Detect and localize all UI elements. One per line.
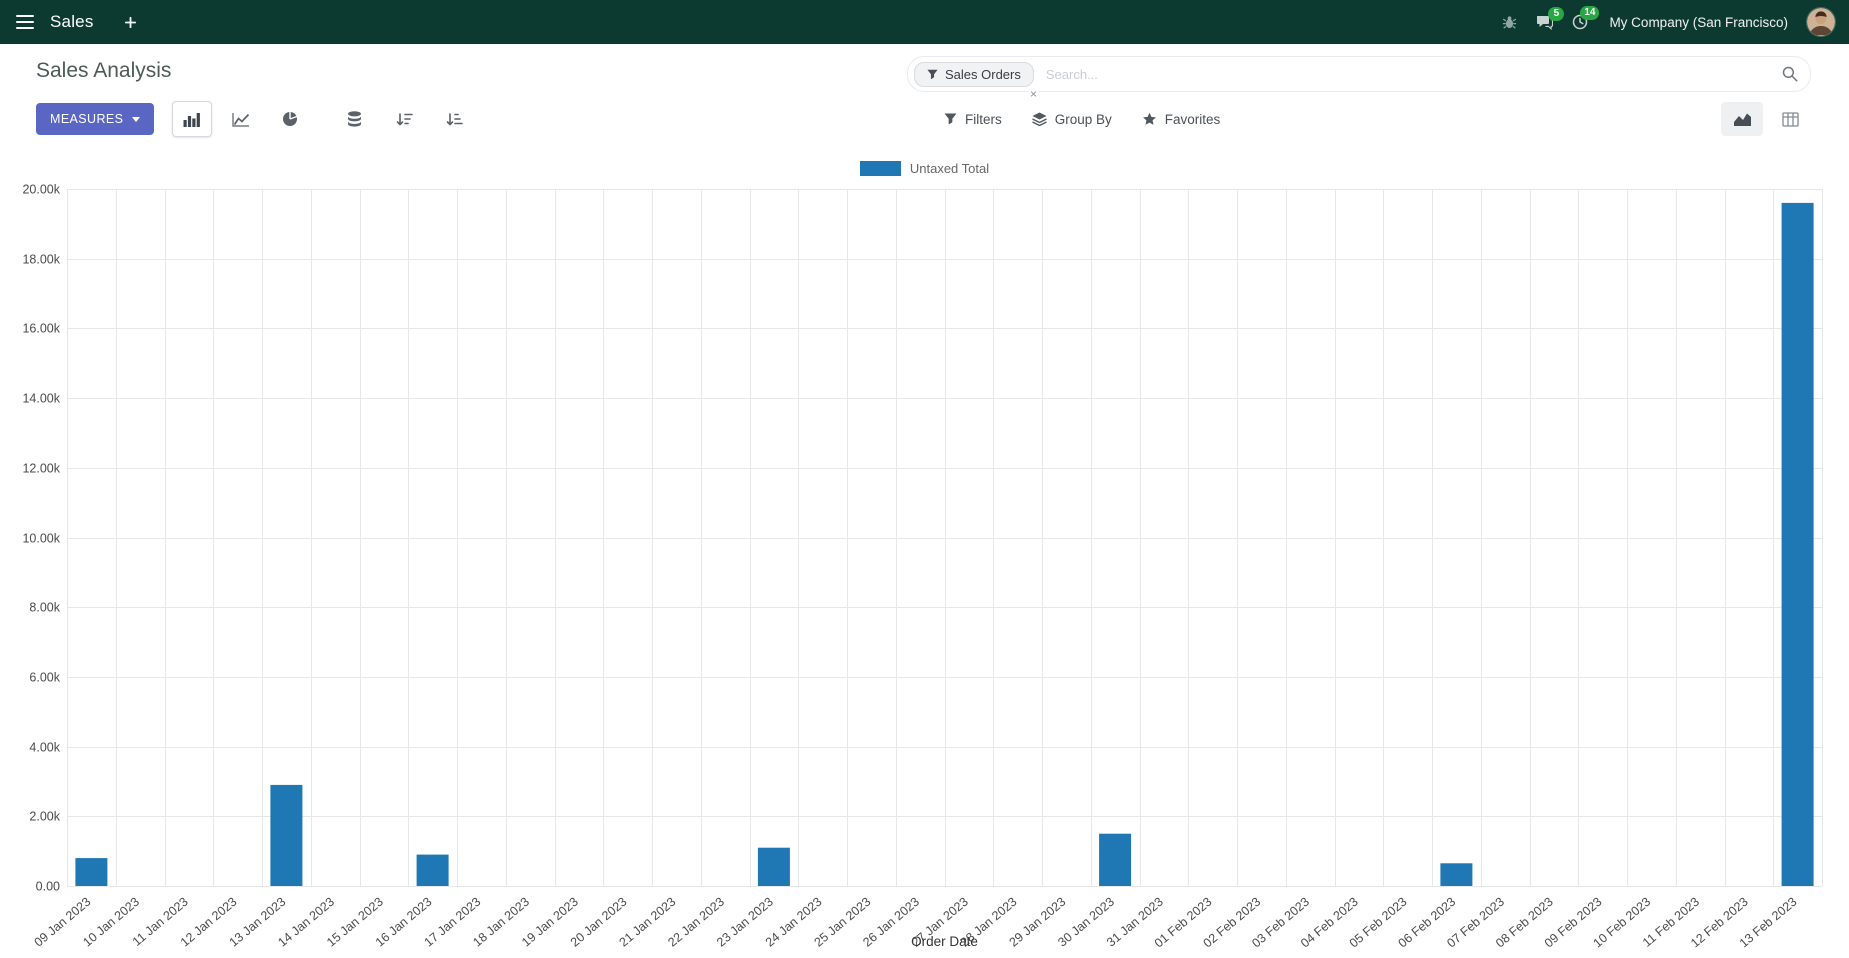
bar[interactable] (757, 847, 790, 886)
sort-amount-desc-icon (396, 112, 413, 125)
filter-icon (927, 69, 938, 79)
legend-swatch (859, 160, 901, 176)
y-tick-label: 2.00k (29, 810, 60, 824)
group-by-label: Group By (1054, 111, 1112, 127)
y-tick-label: 4.00k (29, 741, 60, 755)
y-tick-label: 0.00 (36, 880, 60, 894)
chevron-down-icon (132, 116, 141, 122)
page-title: Sales Analysis (36, 59, 172, 82)
app-name[interactable]: Sales (50, 12, 94, 31)
legend-label: Untaxed Total (909, 160, 990, 176)
navbar-systray: 5 14 My Company (San Francisco) (1502, 6, 1835, 36)
y-tick-label: 14.00k (22, 392, 60, 406)
sales-bar-chart: 0.00 2.00k 4.00k 6.00k 8.00k 10.00k 12.00k 14.0… (22, 183, 1823, 950)
pivot-view-button[interactable] (1769, 102, 1811, 136)
layers-icon (1031, 112, 1047, 126)
y-tick-label: 18.00k (22, 253, 60, 267)
activities-badge: 14 (1580, 6, 1600, 20)
pivot-table-icon (1781, 111, 1799, 127)
database-icon (347, 111, 361, 127)
y-tick-label: 16.00k (22, 322, 60, 336)
bar[interactable] (416, 854, 449, 886)
measures-button[interactable]: MEASURES (36, 103, 155, 135)
y-tick-label: 12.00k (22, 462, 60, 476)
y-tick-label: 6.00k (29, 671, 60, 685)
favorites-label: Favorites (1164, 111, 1221, 127)
messages-badge: 5 (1548, 6, 1565, 21)
toolbar-row: MEASURES (36, 100, 1811, 138)
graph-view-button[interactable] (1721, 102, 1763, 136)
chart-options-group (334, 101, 474, 137)
messages-button[interactable]: 5 (1536, 6, 1565, 30)
search-options: Filters Group By Favorites (944, 100, 1220, 138)
bar[interactable] (1440, 863, 1473, 886)
search-icon[interactable] (1782, 66, 1798, 82)
chart-legend[interactable]: Untaxed Total (0, 160, 1849, 176)
bar-chart-icon (183, 112, 201, 127)
filters-label: Filters (965, 111, 1002, 127)
x-axis-title: Order Date (911, 934, 978, 949)
group-by-menu[interactable]: Group By (1031, 111, 1112, 127)
star-icon (1142, 112, 1157, 126)
stacked-toggle-button[interactable] (334, 101, 374, 137)
sort-ascending-button[interactable] (434, 101, 474, 137)
user-avatar[interactable] (1807, 8, 1835, 36)
area-chart-icon (1733, 113, 1751, 126)
favorites-menu[interactable]: Favorites (1142, 111, 1221, 127)
bar[interactable] (75, 858, 108, 886)
search-bar: Sales Orders × (907, 56, 1811, 100)
company-menu[interactable]: My Company (San Francisco) (1609, 14, 1788, 30)
chart-type-group (172, 101, 310, 137)
search-facet-label: Sales Orders (945, 66, 1021, 82)
plus-icon[interactable] (124, 16, 137, 29)
filters-menu[interactable]: Filters (944, 112, 1002, 127)
bug-icon[interactable] (1502, 15, 1517, 30)
view-switchers (1721, 100, 1811, 138)
y-tick-label: 20.00k (22, 183, 60, 197)
line-chart-icon (232, 112, 250, 127)
sort-amount-asc-icon (446, 112, 463, 125)
pie-chart-icon (283, 111, 298, 126)
control-panel: Sales Analysis Sales Orders × MEASURES (0, 44, 1849, 148)
apps-menu-icon[interactable] (16, 15, 34, 29)
line-chart-button[interactable] (221, 101, 261, 137)
pie-chart-button[interactable] (270, 101, 310, 137)
y-tick-label: 10.00k (22, 532, 60, 546)
search-facet: Sales Orders (914, 61, 1034, 87)
bar-chart-button[interactable] (172, 101, 213, 137)
sort-descending-button[interactable] (384, 101, 424, 137)
y-tick-label: 8.00k (29, 601, 60, 615)
activities-button[interactable]: 14 (1572, 6, 1600, 30)
remove-facet-button[interactable]: × (1028, 87, 1040, 101)
bar[interactable] (1099, 833, 1132, 886)
funnel-icon (944, 113, 957, 125)
navbar-left: Sales (16, 12, 137, 32)
breadcrumb-row: Sales Analysis Sales Orders × (36, 56, 1811, 100)
measures-label: MEASURES (50, 112, 124, 126)
bar[interactable] (1781, 202, 1814, 886)
search-input[interactable] (1043, 65, 1782, 83)
top-navbar: Sales 5 14 My Company (San (0, 0, 1849, 44)
bar[interactable] (270, 784, 303, 886)
graph-view: Untaxed Total 0.00 2.00k 4.00k 6.00k 8.00k 10… (0, 160, 1849, 956)
